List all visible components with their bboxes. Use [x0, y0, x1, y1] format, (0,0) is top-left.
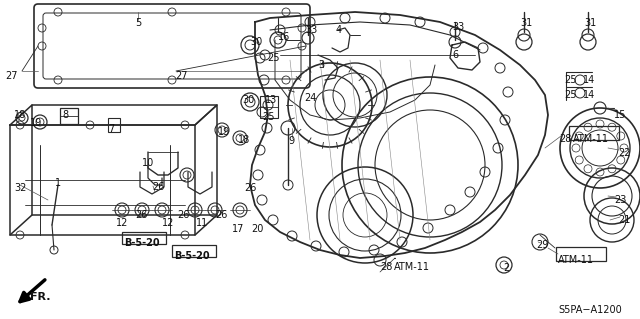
Text: 7: 7: [108, 124, 115, 134]
Text: 27: 27: [175, 71, 188, 81]
Bar: [172, 245, 216, 257]
Text: 2: 2: [503, 263, 509, 273]
Text: ATM-11: ATM-11: [558, 255, 594, 265]
Text: 19: 19: [30, 118, 42, 128]
Text: 8: 8: [62, 110, 68, 120]
Text: 24: 24: [304, 93, 316, 103]
Text: 14: 14: [583, 90, 595, 100]
Text: 17: 17: [232, 224, 244, 234]
Text: 25: 25: [262, 112, 275, 122]
Text: 26: 26: [177, 210, 189, 220]
Text: 32: 32: [14, 183, 26, 193]
Text: 12: 12: [116, 218, 129, 228]
Text: 28: 28: [559, 134, 572, 144]
Text: B-5-20: B-5-20: [124, 238, 159, 248]
Text: ATM-11: ATM-11: [573, 134, 609, 144]
Text: 31: 31: [520, 18, 532, 28]
Text: 23: 23: [614, 195, 627, 205]
Text: 30: 30: [242, 95, 254, 105]
Text: 14: 14: [583, 75, 595, 85]
Text: 26: 26: [152, 182, 164, 192]
Text: 12: 12: [162, 218, 174, 228]
Text: 30: 30: [250, 37, 262, 47]
Bar: [122, 232, 166, 244]
Text: 15: 15: [614, 110, 627, 120]
Text: S5PA−A1200: S5PA−A1200: [558, 305, 621, 315]
Text: 22: 22: [618, 148, 630, 158]
Text: 28: 28: [380, 262, 392, 272]
Text: 3: 3: [318, 60, 324, 70]
Text: 27: 27: [6, 71, 18, 81]
Text: 25: 25: [267, 53, 280, 63]
Text: 9: 9: [288, 136, 294, 146]
Text: 13: 13: [265, 95, 277, 105]
Bar: [569, 126, 619, 140]
Text: 26: 26: [244, 183, 257, 193]
Text: 1: 1: [55, 178, 61, 188]
Text: 19: 19: [218, 127, 230, 137]
Text: FR.: FR.: [30, 292, 51, 302]
Text: 26: 26: [215, 210, 227, 220]
Text: 25: 25: [564, 75, 577, 85]
Text: 29: 29: [536, 240, 548, 250]
Text: 4: 4: [336, 25, 342, 35]
Bar: [260, 96, 278, 118]
Bar: [108, 118, 120, 132]
Text: 18: 18: [14, 110, 26, 120]
Text: 10: 10: [142, 158, 154, 168]
Text: 26: 26: [135, 210, 147, 220]
Text: 6: 6: [452, 50, 458, 60]
Text: 18: 18: [238, 135, 250, 145]
Text: 33: 33: [452, 22, 464, 32]
Text: 31: 31: [584, 18, 596, 28]
Bar: [556, 247, 606, 261]
Text: 21: 21: [618, 215, 630, 225]
Text: ATM-11: ATM-11: [394, 262, 430, 272]
Text: B-5-20: B-5-20: [174, 251, 210, 261]
Bar: [60, 108, 78, 124]
Text: 16: 16: [278, 32, 291, 42]
Text: 11: 11: [196, 218, 208, 228]
Text: 33: 33: [305, 25, 317, 35]
Text: 5: 5: [135, 18, 141, 28]
Text: 20: 20: [251, 224, 264, 234]
Text: 25: 25: [564, 90, 577, 100]
